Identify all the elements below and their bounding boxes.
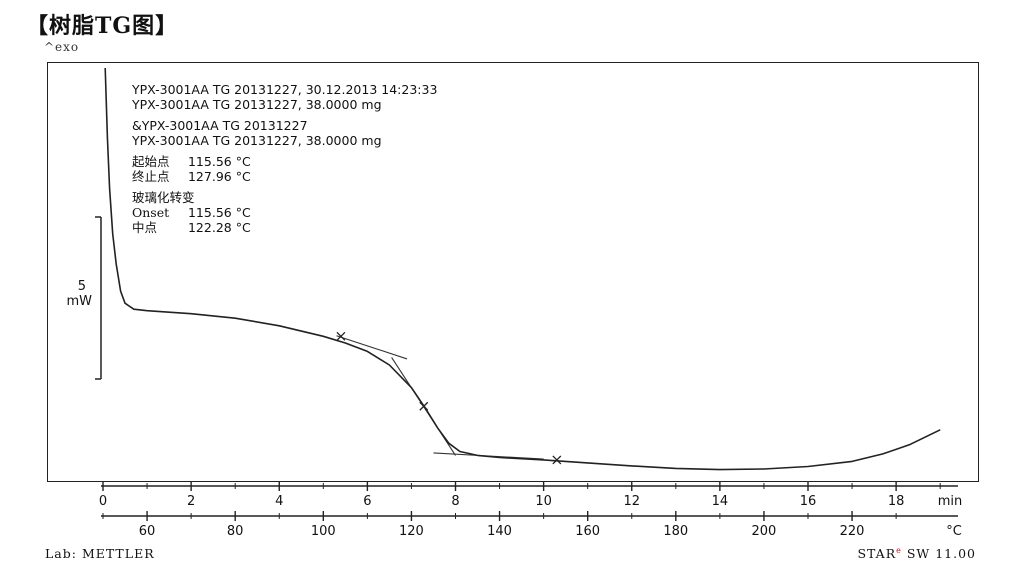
scale-bar-unit: mW bbox=[66, 294, 92, 309]
scale-bar: 5 mW bbox=[66, 216, 102, 380]
info-line-2: YPX-3001AA TG 20131227, 38.0000 mg bbox=[132, 97, 382, 112]
midpoint-label: 中点 bbox=[132, 220, 158, 235]
temperature-tick-label: 60 bbox=[139, 524, 156, 539]
page-title: 【树脂TG图】 bbox=[26, 13, 179, 39]
software-label: STARe SW 11.00 bbox=[857, 546, 976, 561]
temperature-tick-label: 140 bbox=[487, 524, 512, 539]
exo-direction-label: ^exo bbox=[44, 40, 80, 54]
temperature-tick-label: 80 bbox=[227, 524, 244, 539]
temperature-axis-unit: °C bbox=[946, 524, 962, 539]
time-tick-label: 2 bbox=[187, 494, 195, 509]
temperature-tick-label: 200 bbox=[752, 524, 777, 539]
temperature-tick-label: 100 bbox=[311, 524, 336, 539]
measurement-info: YPX-3001AA TG 20131227, 30.12.2013 14:23… bbox=[132, 82, 437, 235]
midpoint-row: 中点 122.28 °C bbox=[132, 220, 437, 235]
time-tick-label: 16 bbox=[800, 494, 817, 509]
onset-cn-label: 起始点 bbox=[132, 154, 170, 169]
time-tick-label: 4 bbox=[275, 494, 283, 509]
marker-stroke bbox=[419, 401, 429, 411]
evaluation-marker-2 bbox=[419, 401, 429, 411]
onset-en-value: 115.56 °C bbox=[187, 205, 251, 220]
temperature-tick-label: 160 bbox=[575, 524, 600, 539]
onset-en-row: Onset 115.56 °C bbox=[132, 205, 437, 220]
info-line-4: YPX-3001AA TG 20131227, 38.0000 mg bbox=[132, 133, 382, 148]
end-cn-row: 终止点 127.96 °C bbox=[132, 169, 437, 184]
temperature-tick-label: 220 bbox=[840, 524, 865, 539]
tangent-line-1 bbox=[336, 335, 408, 360]
glass-transition-label: 玻璃化转变 bbox=[132, 190, 195, 205]
curve-layer bbox=[104, 67, 941, 471]
marker-stroke bbox=[552, 455, 562, 465]
midpoint-value: 122.28 °C bbox=[187, 220, 251, 235]
info-line-3: &YPX-3001AA TG 20131227 bbox=[132, 118, 308, 133]
onset-en-label: Onset bbox=[132, 205, 170, 220]
time-axis-unit: min bbox=[938, 494, 963, 509]
evaluation-marker-3 bbox=[552, 455, 562, 465]
time-axis: 0 2 4 6 8 10 12 14 16 18 min bbox=[99, 481, 962, 509]
plot-frame bbox=[47, 62, 979, 482]
time-tick-label: 12 bbox=[623, 494, 640, 509]
time-tick-label: 0 bbox=[99, 494, 107, 509]
software-version: SW 11.00 bbox=[906, 546, 976, 562]
temperature-tick-label: 120 bbox=[399, 524, 424, 539]
temperature-axis: 60 80 100 120 140 160 180 200 220 °C bbox=[101, 511, 962, 539]
evaluation-marker-1 bbox=[336, 331, 346, 341]
scale-bar-value: 5 bbox=[78, 279, 86, 294]
info-line-1: YPX-3001AA TG 20131227, 30.12.2013 14:23… bbox=[132, 82, 438, 97]
time-tick-label: 10 bbox=[535, 494, 552, 509]
software-name: STAR bbox=[857, 546, 897, 562]
time-tick-label: 14 bbox=[712, 494, 729, 509]
lab-label: Lab: METTLER bbox=[45, 546, 155, 561]
time-tick-label: 6 bbox=[363, 494, 371, 509]
end-cn-label: 终止点 bbox=[132, 169, 170, 184]
software-superscript: e bbox=[896, 546, 902, 555]
time-tick-label: 18 bbox=[888, 494, 905, 509]
onset-cn-row: 起始点 115.56 °C bbox=[132, 154, 437, 169]
time-tick-label: 8 bbox=[451, 494, 459, 509]
dsc-curve-1 bbox=[104, 67, 941, 471]
marker-stroke bbox=[336, 331, 346, 341]
temperature-tick-label: 180 bbox=[663, 524, 688, 539]
onset-cn-value: 115.56 °C bbox=[187, 154, 251, 169]
end-cn-value: 127.96 °C bbox=[187, 169, 251, 184]
